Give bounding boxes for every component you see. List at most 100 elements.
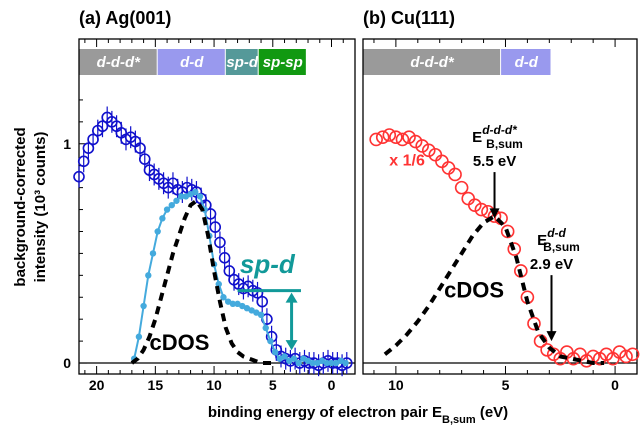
data-point-filled xyxy=(262,324,269,332)
data-point-filled xyxy=(309,359,316,367)
data-point-open xyxy=(527,316,541,331)
x-axis-label-sub: B,sum xyxy=(442,414,476,426)
data-point-open xyxy=(218,251,231,264)
sp-d-arrow-head-bottom xyxy=(285,340,298,351)
x-tick-label: 20 xyxy=(89,377,105,393)
energy-label-sub: B,sum xyxy=(543,240,580,254)
band-0 xyxy=(363,49,501,75)
panel-b-frame xyxy=(362,38,638,375)
panel-a-title: (a) Ag(001) xyxy=(79,8,171,28)
energy-arrow-head xyxy=(489,208,500,219)
cdos-curve xyxy=(130,197,273,366)
panel-a-series xyxy=(73,106,353,377)
x-axis-label: binding energy of electron pair EB,sum (… xyxy=(208,404,508,426)
data-point-open xyxy=(448,167,462,182)
data-point-open xyxy=(214,236,226,249)
energy-arrow-head xyxy=(546,331,557,342)
energy-label-sub: B,sum xyxy=(486,137,523,151)
data-point-open xyxy=(500,224,515,239)
energy-label-sup: d-d-d* xyxy=(482,123,518,137)
data-point-filled xyxy=(140,302,147,310)
panel-a-ticks: 20 15 10 5 0 0 1 xyxy=(63,39,356,393)
data-point-open xyxy=(461,191,476,206)
data-point-filled xyxy=(295,359,302,367)
data-point-open xyxy=(435,154,449,169)
data-point-filled xyxy=(177,193,185,200)
band-label-1: d-d xyxy=(515,54,539,71)
data-point-filled xyxy=(192,188,199,196)
data-point-open xyxy=(209,221,222,233)
data-point-open xyxy=(507,242,522,256)
data-point-filled xyxy=(220,294,227,301)
annotation-cdos: cDOS xyxy=(149,330,209,355)
energy-label-2: Ed-d-d* B,sum xyxy=(472,123,523,151)
annotation-x-1-6: x 1/6 xyxy=(389,153,425,170)
energy-label-main: E xyxy=(472,129,482,146)
data-point-filled xyxy=(154,228,161,235)
panel-a-bands: d-d-d* d-d sp-d sp-sp xyxy=(79,49,306,75)
x-tick-label: 5 xyxy=(269,377,277,393)
data-point-filled xyxy=(145,272,152,279)
panel-b-title: (b) Cu(111) xyxy=(363,8,455,28)
data-point-filled xyxy=(323,359,331,367)
data-point-open xyxy=(389,130,403,144)
data-point-filled xyxy=(271,348,279,356)
band-label-2: sp-d xyxy=(226,54,259,71)
x-axis-label-part: binding energy of electron pair E xyxy=(208,404,442,421)
data-point-filled xyxy=(267,337,274,345)
data-point-open xyxy=(375,130,390,144)
y-tick-label: 0 xyxy=(63,355,71,371)
x-tick-label: 15 xyxy=(148,377,164,393)
data-point-open xyxy=(369,132,383,147)
data-point-filled xyxy=(257,311,265,318)
data-point-filled xyxy=(196,193,204,200)
data-point-filled xyxy=(342,359,349,367)
data-point-open xyxy=(256,295,269,308)
band-1 xyxy=(157,49,225,75)
data-point-filled xyxy=(159,215,166,222)
y-axis-label-line1: background-corrected xyxy=(12,127,29,286)
data-point-filled xyxy=(168,201,175,209)
data-point-filled xyxy=(328,359,335,367)
panel-a-annotations: cDOS sp-d xyxy=(149,249,301,355)
energy-label-sup: d-d xyxy=(547,226,566,240)
energy-value-2: 5.5 eV xyxy=(473,153,516,170)
data-point-filled xyxy=(173,197,180,204)
x-tick-label: 10 xyxy=(206,377,222,393)
data-point-filled xyxy=(135,333,143,340)
band-label-0: d-d-d* xyxy=(410,54,454,71)
energy-label-main: E xyxy=(537,232,547,249)
data-point-open xyxy=(474,202,489,217)
data-point-open xyxy=(77,155,90,168)
energy-value-3: 2.9 eV xyxy=(530,256,573,273)
x-tick-label: 0 xyxy=(328,377,336,393)
sp-d-arrow-head-top xyxy=(285,292,298,303)
band-label-3: sp-sp xyxy=(263,54,303,71)
y-axis-label-line2: intensity (10³ counts) xyxy=(32,132,49,283)
x-axis-label-part: (eV) xyxy=(476,404,509,421)
data-point-filled xyxy=(215,280,222,288)
y-tick-label: 1 xyxy=(63,136,71,152)
x-tick-label: 10 xyxy=(388,377,404,393)
band-1 xyxy=(501,49,551,75)
panel-b-ticks: 10 5 0 xyxy=(373,39,638,393)
band-label-1: d-d xyxy=(180,54,204,71)
band-2 xyxy=(225,49,258,75)
data-point-filled xyxy=(163,206,171,213)
x-tick-label: 5 xyxy=(502,377,510,393)
energy-label-3: Ed-d B,sum xyxy=(537,226,580,254)
data-point-filled xyxy=(290,355,298,362)
x-tick-label: 0 xyxy=(611,377,619,393)
data-point-open xyxy=(454,180,469,195)
band-label-0: d-d-d* xyxy=(97,54,141,71)
panel-b-series xyxy=(369,128,640,368)
panel-a-frame xyxy=(78,38,356,375)
data-point-open xyxy=(625,347,640,362)
data-point-filled xyxy=(229,300,237,308)
data-point-filled xyxy=(281,353,288,360)
data-point-open xyxy=(619,349,633,364)
band-3 xyxy=(258,49,306,75)
